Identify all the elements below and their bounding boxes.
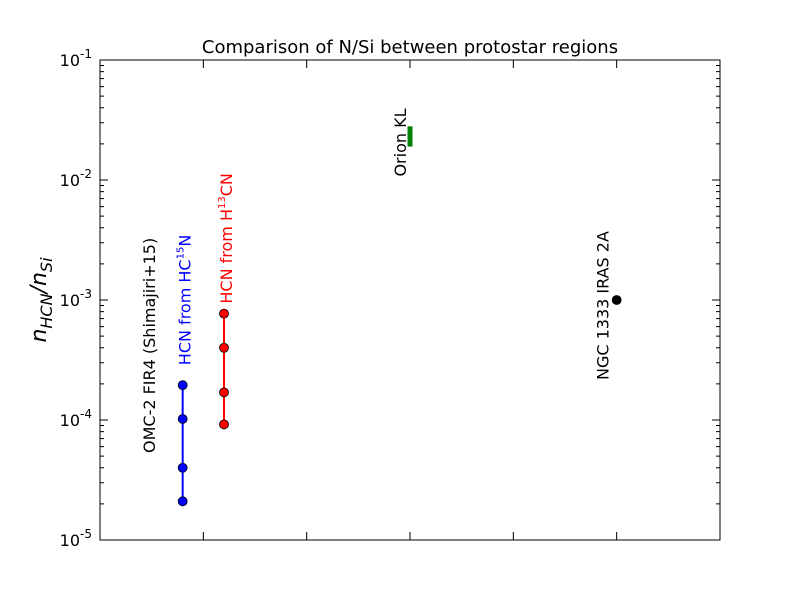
series-label-0: HCN from HC15N (176, 235, 195, 365)
data-point-0-0 (177, 496, 188, 507)
svg-text:nHCN/nSi: nHCN/nSi (27, 257, 56, 343)
series-label-1: HCN from H13CN (217, 173, 236, 303)
data-point-1-1 (219, 387, 229, 398)
y-tick-label: 10-5 (60, 527, 92, 550)
data-point-0-3 (177, 380, 188, 391)
annotation-0: OMC-2 FIR4 (Shimajiri+15) (140, 238, 159, 453)
range-label-0: Orion KL (391, 108, 410, 176)
series-label-2: NGC 1333 IRAS 2A (594, 231, 613, 380)
y-tick-label: 10-3 (60, 287, 92, 310)
y-tick-label: 10-2 (60, 167, 92, 190)
data-point-1-2 (219, 342, 229, 353)
data-point-0-2 (177, 414, 188, 424)
plot-layer: 10-5 10-4 10-3 10-2 10-1 HCN from HC15N HCN fr… (60, 47, 721, 550)
data-point-2-0 (611, 295, 622, 305)
data-point-0-1 (177, 462, 188, 473)
y-tick-label: 10-1 (60, 47, 92, 70)
data-point-1-3 (219, 308, 229, 319)
chart-title: Comparison of N/Si between protostar reg… (202, 37, 618, 58)
y-axis-label: nHCN/nSi (27, 257, 56, 343)
data-point-1-0 (219, 419, 229, 430)
y-tick-label: 10-4 (60, 407, 92, 430)
